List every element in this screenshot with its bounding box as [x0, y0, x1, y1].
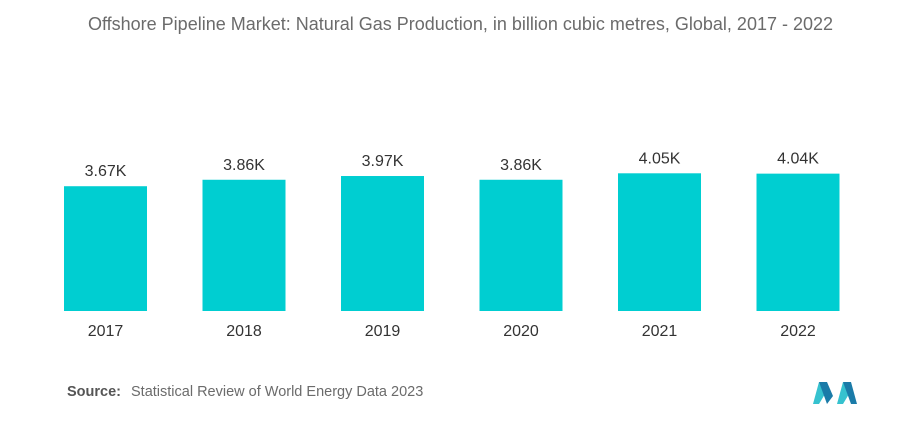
- source-text: Statistical Review of World Energy Data …: [131, 384, 424, 400]
- x-tick-2021: 2021: [642, 323, 678, 340]
- chart-title: Offshore Pipeline Market: Natural Gas Pr…: [87, 14, 834, 34]
- bar-2020: [479, 179, 563, 311]
- data-label-2018: 3.86K: [223, 157, 265, 174]
- x-tick-2017: 2017: [88, 323, 124, 340]
- bar-2021: [618, 173, 701, 311]
- x-tick-2019: 2019: [365, 323, 401, 340]
- mordor-intelligence-logo: [813, 382, 857, 404]
- x-tick-2022: 2022: [780, 323, 816, 340]
- data-label-2019: 3.97K: [362, 153, 404, 170]
- source-note: Source: Statistical Review of World Energ…: [67, 384, 423, 400]
- x-tick-2018: 2018: [226, 323, 262, 340]
- bar-2018: [202, 179, 286, 311]
- data-label-2017: 3.67K: [85, 163, 127, 180]
- data-label-2021: 4.05K: [639, 150, 681, 167]
- bar-2022: [756, 173, 840, 311]
- data-label-2022: 4.04K: [777, 151, 819, 168]
- data-label-2020: 3.86K: [500, 157, 542, 174]
- bar-2017: [64, 186, 147, 311]
- x-tick-2020: 2020: [503, 323, 539, 340]
- bar-2019: [341, 176, 424, 311]
- source-label: Source:: [67, 384, 121, 400]
